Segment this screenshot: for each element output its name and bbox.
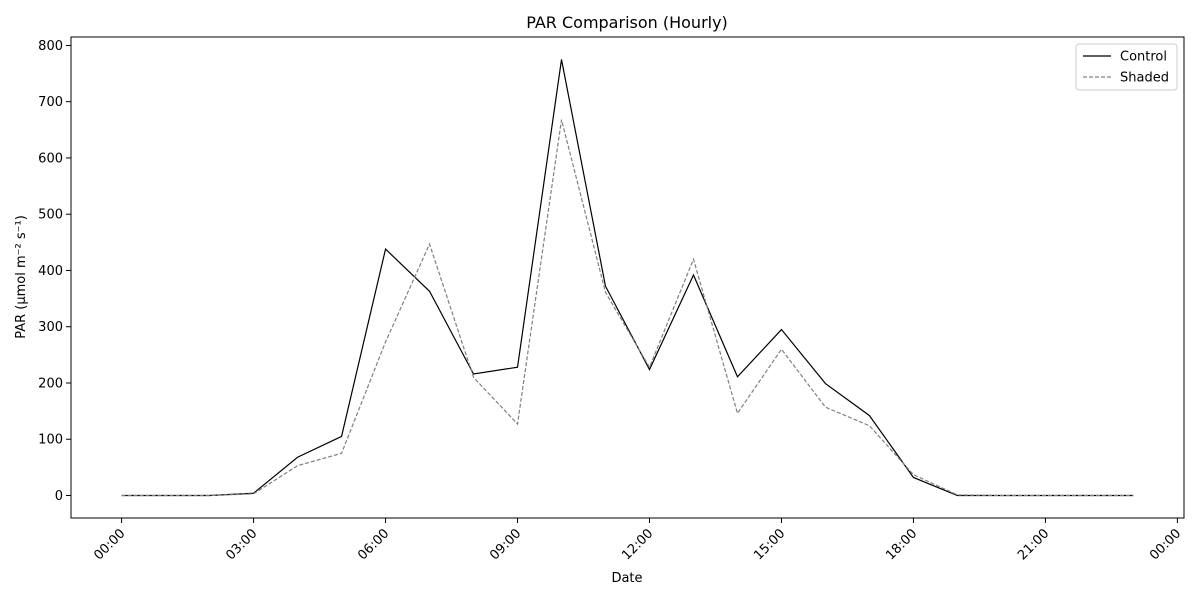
chart-title: PAR Comparison (Hourly) bbox=[526, 13, 728, 32]
x-tick-label: 06:00 bbox=[355, 526, 392, 563]
x-tick-label: 21:00 bbox=[1015, 526, 1052, 563]
legend-label-control: Control bbox=[1120, 50, 1167, 65]
x-tick-label: 09:00 bbox=[487, 526, 524, 563]
x-tick-label: 12:00 bbox=[619, 526, 656, 563]
x-tick-label: 18:00 bbox=[883, 526, 920, 563]
x-tick-label: 00:00 bbox=[91, 526, 128, 563]
y-tick-label: 300 bbox=[38, 320, 63, 335]
x-tick-label: 03:00 bbox=[223, 526, 260, 563]
x-axis-label: Date bbox=[611, 571, 642, 586]
x-tick-label: 00:00 bbox=[1147, 526, 1184, 563]
y-axis-label: PAR (µmol m⁻² s⁻¹) bbox=[14, 215, 29, 339]
y-axis: 0 100 200 300 400 500 600 700 800 bbox=[38, 39, 71, 504]
y-tick-label: 500 bbox=[38, 208, 63, 223]
series-line-control bbox=[121, 59, 1134, 497]
y-tick-label: 600 bbox=[38, 151, 63, 166]
y-tick-label: 800 bbox=[38, 39, 63, 54]
plot-frame bbox=[70, 36, 1185, 519]
y-tick-label: 200 bbox=[38, 376, 63, 391]
legend-label-shaded: Shaded bbox=[1120, 71, 1169, 86]
legend: Control Shaded bbox=[1075, 43, 1178, 91]
series-line-shaded bbox=[121, 119, 1134, 497]
y-tick-label: 400 bbox=[38, 264, 63, 279]
x-tick-label: 15:00 bbox=[751, 526, 788, 563]
y-tick-label: 100 bbox=[38, 433, 63, 448]
y-tick-label: 700 bbox=[38, 95, 63, 110]
y-tick-label: 0 bbox=[55, 489, 63, 504]
x-axis: 00:00 03:00 06:00 09:00 12:00 15:00 18:00 21:00… bbox=[91, 518, 1184, 563]
series-layer bbox=[121, 59, 1134, 497]
